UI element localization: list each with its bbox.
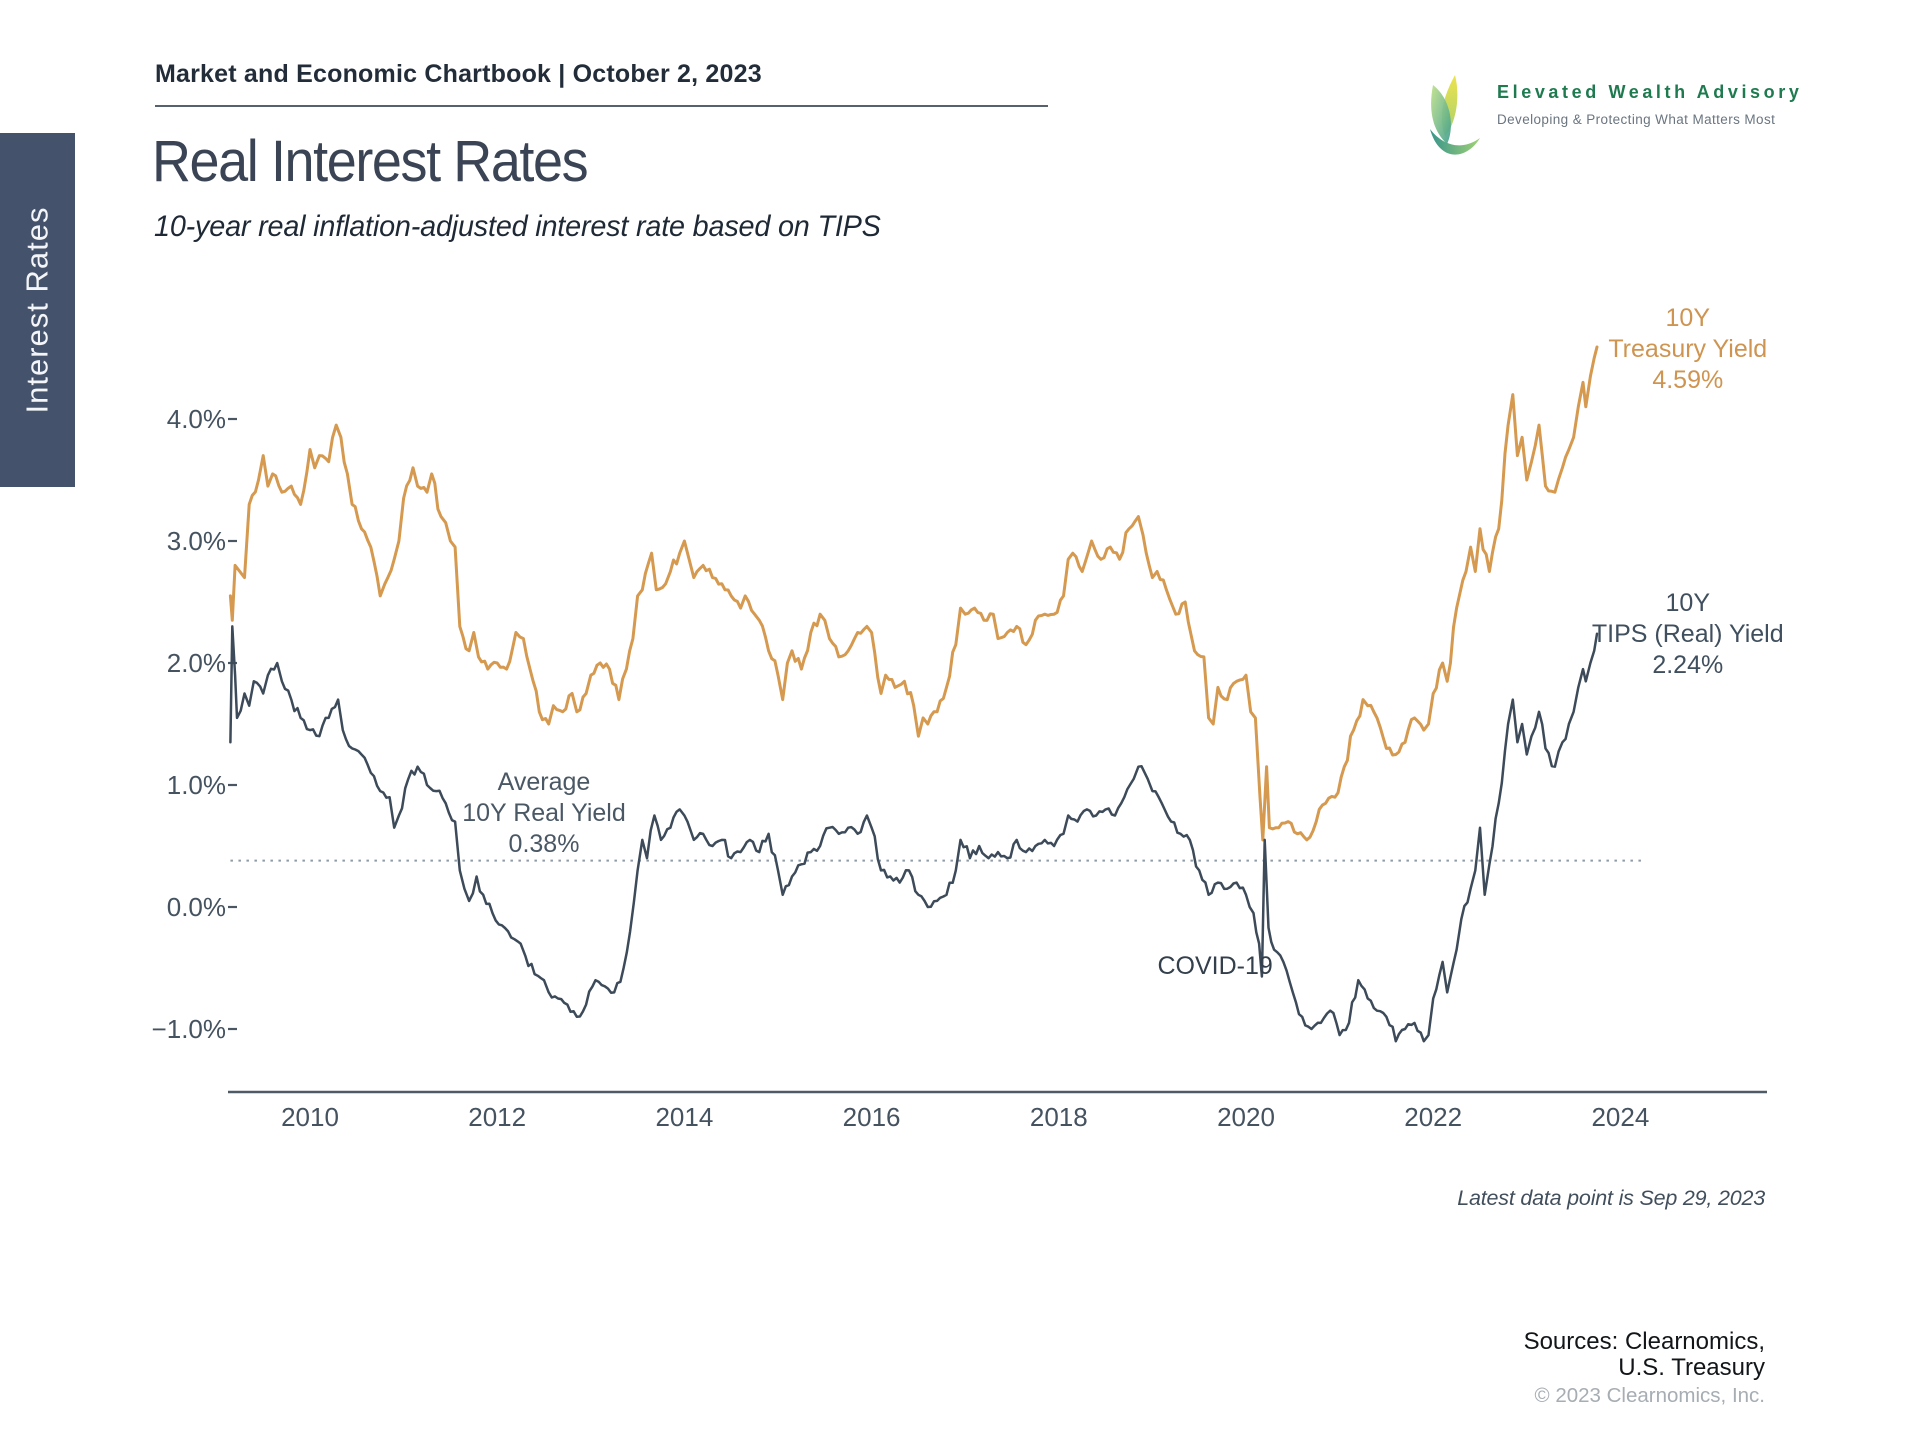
end-label-line: Treasury Yield: [1608, 335, 1768, 364]
x-axis-tick-label: 2020: [1217, 1102, 1275, 1132]
sources-block: Sources: Clearnomics, U.S. Treasury © 20…: [1524, 1329, 1765, 1409]
end-label-line: TIPS (Real) Yield: [1591, 620, 1784, 649]
end-label-line: 10Y: [1665, 304, 1711, 333]
x-axis-tick-label: 2016: [842, 1102, 901, 1132]
end-label-line: 2.24%: [1652, 651, 1724, 680]
y-axis-tick-label: 1.0%: [166, 770, 226, 800]
page-subtitle: 10-year real inflation-adjusted interest…: [154, 210, 881, 243]
logo-name: Elevated Wealth Advisory: [1497, 82, 1803, 102]
y-axis-tick-label: 0.0%: [166, 892, 226, 922]
page-title: Real Interest Rates: [152, 129, 589, 194]
x-axis-tick-label: 2024: [1591, 1102, 1650, 1132]
treasury-end-label: 10Y Treasury Yield 4.59%: [1608, 303, 1767, 396]
header-divider: [155, 105, 1048, 107]
logo-leaf-icon: [1430, 75, 1480, 155]
sources-line-2: U.S. Treasury: [1618, 1354, 1765, 1381]
end-label-line: 4.59%: [1652, 366, 1724, 395]
end-label-line: 10Y: [1665, 589, 1711, 618]
sidebar-tab-label: Interest Rates: [19, 206, 55, 414]
x-axis-tick-label: 2010: [281, 1102, 339, 1132]
y-axis-tick-label: 3.0%: [166, 526, 226, 556]
series-treasury: [228, 345, 1599, 842]
logo-tagline: Developing & Protecting What Matters Mos…: [1497, 112, 1776, 127]
series-tips: [229, 625, 1599, 1043]
sidebar-tab-interest-rates[interactable]: Interest Rates: [0, 133, 75, 487]
y-axis-tick-label: 4.0%: [166, 404, 226, 434]
y-axis-tick-label: 2.0%: [166, 648, 226, 678]
average-label-line: Average: [497, 768, 591, 797]
x-axis-tick-label: 2018: [1029, 1102, 1088, 1132]
average-label-line: 0.38%: [508, 830, 580, 859]
footnote: Latest data point is Sep 29, 2023: [1457, 1186, 1765, 1210]
header-title: Market and Economic Chartbook | October …: [155, 60, 762, 88]
y-axis-tick-label: −1.0%: [151, 1014, 226, 1044]
covid-annotation: COVID-19: [1157, 951, 1273, 980]
tips-end-label: 10Y TIPS (Real) Yield 2.24%: [1592, 588, 1784, 681]
x-axis-tick-label: 2022: [1404, 1102, 1463, 1132]
x-axis-tick-label: 2012: [468, 1102, 527, 1132]
sources-line-1: Sources: Clearnomics,: [1523, 1328, 1765, 1355]
x-axis-tick-label: 2014: [655, 1102, 714, 1132]
copyright: © 2023 Clearnomics, Inc.: [1534, 1384, 1765, 1407]
average-label-line: 10Y Real Yield: [462, 799, 626, 828]
average-label: Average 10Y Real Yield 0.38%: [462, 767, 626, 860]
